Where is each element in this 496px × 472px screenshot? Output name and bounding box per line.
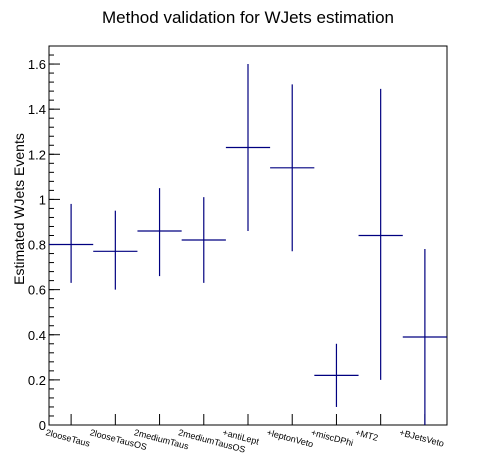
x-tick-label: +MT2 xyxy=(354,427,379,443)
y-tick-label: 0.2 xyxy=(28,373,46,388)
y-tick-label: 0 xyxy=(39,418,46,433)
data-point xyxy=(137,188,182,277)
data-series xyxy=(49,64,447,425)
y-tick-label: 0.4 xyxy=(28,328,46,343)
y-tick-label: 1.4 xyxy=(28,102,46,117)
y-tick-label: 1 xyxy=(39,192,46,207)
data-point xyxy=(270,84,315,252)
y-tick-label: 0.8 xyxy=(28,238,46,253)
x-tick-label: +miscDPhi xyxy=(310,427,354,448)
data-point xyxy=(314,343,359,407)
y-axis-label: Estimated WJets Events xyxy=(11,133,27,285)
x-axis: 2looseTaus2looseTausOS2mediumTaus2medium… xyxy=(45,414,445,455)
data-point xyxy=(402,249,447,425)
data-point xyxy=(225,64,271,231)
y-tick-label: 1.2 xyxy=(28,147,46,162)
x-tick-label: +leptonVeto xyxy=(266,427,315,449)
y-axis: 0 0.2 0.4 0.6 0.8 1 1.2 1.4 1.6 xyxy=(28,45,60,433)
x-tick-label: 2looseTaus xyxy=(45,427,92,449)
data-point xyxy=(358,88,403,380)
chart-title: Method validation for WJets estimation xyxy=(102,8,394,27)
data-point xyxy=(93,210,138,290)
x-tick-label: +BJetsVeto xyxy=(398,427,445,449)
y-tick-label: 1.6 xyxy=(28,57,46,72)
y-tick-label: 0.6 xyxy=(28,283,46,298)
data-point xyxy=(49,203,94,283)
data-point xyxy=(181,197,226,283)
